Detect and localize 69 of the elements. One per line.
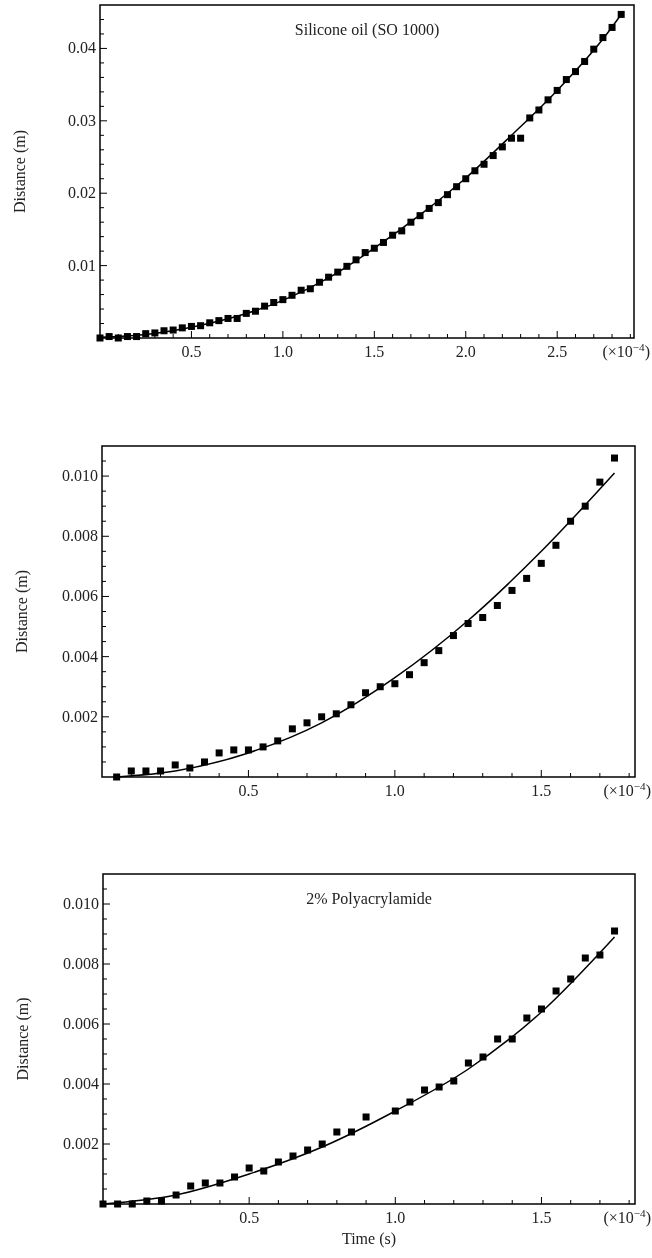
point [581,954,589,962]
x-tick-label: 1.5 [531,1209,552,1226]
y-tick-label: 0.004 [62,647,98,665]
text: (×10$^{−4}$) [603,1207,651,1227]
x-axis-title: Time (s) [341,1230,397,1248]
x-tick-label: 0.5 [181,343,202,360]
y-axis-title: Distance (m) [11,129,29,214]
point [391,680,399,688]
point [420,659,428,667]
point [362,1113,370,1121]
y-tick-label: 0.03 [68,111,96,129]
point [230,746,238,754]
x-tick-label: 1.5 [364,343,385,360]
point [493,601,501,609]
y-tick-label: 0.006 [62,587,98,605]
y-axis-title: Distance (m) [13,569,31,654]
x-tick-label: 1.0 [272,343,293,360]
point [201,1179,209,1187]
point [333,1128,341,1136]
point [596,478,604,486]
point [611,454,618,462]
point [187,1182,195,1190]
point [127,767,135,775]
point [142,767,150,775]
x-tick-label: 2.0 [455,343,476,360]
x-tick-label: 1.0 [385,1209,406,1226]
y-tick-label: 0.008 [63,955,99,972]
y-tick-label: 0.010 [63,895,99,912]
y-axis-title: Distance (m) [14,997,32,1081]
point [288,725,296,733]
point [421,1086,429,1094]
x-tick-label: 1.5 [531,782,552,799]
point [362,689,370,697]
point [552,987,560,995]
point [494,1035,502,1043]
point [464,1059,472,1067]
text: (×10$^{−4}$) [602,341,650,361]
text: (×10$^{−4}$) [603,780,651,800]
x-tick-label: 1.0 [384,782,405,799]
text: 2% Polyacrylamide [306,890,432,908]
x-tick-label: 0.5 [239,1209,260,1226]
point [523,1014,531,1022]
x-tick-label: 0.5 [238,782,259,799]
point [406,671,413,679]
y-tick-label: 0.01 [68,256,96,274]
y-tick-label: 0.02 [68,184,96,202]
point [215,749,223,757]
point [245,1164,253,1172]
point [303,719,311,727]
y-tick-label: 0.004 [63,1075,99,1092]
y-tick-label: 0.006 [63,1015,99,1032]
y-tick-label: 0.002 [62,707,98,725]
point [318,713,326,721]
point [479,614,487,622]
point [508,586,516,594]
point [537,559,545,567]
text: Silicone oil (SO 1000) [294,21,440,39]
point [523,574,531,582]
point [201,758,208,766]
y-tick-label: 0.04 [68,39,96,57]
point [611,927,619,935]
y-tick-label: 0.010 [62,467,98,485]
y-tick-label: 0.008 [62,527,98,545]
point [435,647,443,655]
x-tick-label: 2.5 [547,343,568,360]
point [517,134,525,142]
y-tick-label: 0.002 [63,1135,99,1152]
point [552,541,560,549]
point [171,761,179,769]
